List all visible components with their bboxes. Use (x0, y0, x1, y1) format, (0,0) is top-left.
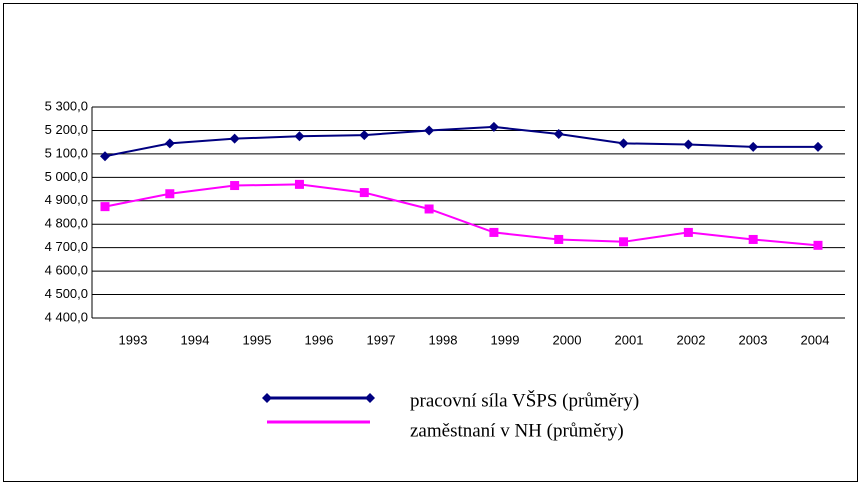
marker (359, 188, 369, 198)
y-tick-label: 5 300,0 (45, 98, 88, 113)
marker (424, 125, 435, 136)
y-tick-label: 5 000,0 (45, 169, 88, 184)
y-tick-label: 4 500,0 (45, 286, 88, 301)
y-tick-label: 5 200,0 (45, 122, 88, 137)
x-tick-label: 1993 (119, 332, 148, 347)
x-tick-label: 1998 (429, 332, 458, 347)
marker (618, 138, 629, 149)
marker (229, 133, 240, 144)
marker (230, 181, 240, 191)
y-tick-label: 4 900,0 (45, 192, 88, 207)
marker (100, 151, 110, 162)
x-tick-label: 2004 (801, 332, 830, 347)
marker (262, 393, 272, 403)
marker (294, 131, 305, 142)
marker (294, 179, 304, 189)
marker (683, 227, 693, 237)
marker (365, 393, 375, 403)
frame (3, 3, 858, 482)
marker (488, 121, 499, 132)
series-line (104, 183, 819, 247)
x-tick-label: 1996 (305, 332, 334, 347)
marker (164, 138, 175, 149)
series-line (104, 125, 818, 158)
y-tick-label: 4 800,0 (45, 216, 88, 231)
x-tick-label: 1994 (181, 332, 210, 347)
x-tick-label: 1999 (491, 332, 520, 347)
marker (748, 234, 758, 244)
x-tick-label: 1997 (367, 332, 396, 347)
marker (619, 237, 629, 247)
x-tick-label: 2002 (677, 332, 706, 347)
y-tick-label: 5 100,0 (45, 145, 88, 160)
marker (489, 227, 499, 237)
marker (813, 240, 823, 250)
x-tick-label: 2001 (615, 332, 644, 347)
marker (359, 130, 370, 141)
marker (165, 189, 175, 199)
x-tick-label: 1995 (243, 332, 272, 347)
x-tick-label: 2000 (553, 332, 582, 347)
marker (683, 139, 694, 150)
marker (554, 234, 564, 244)
y-tick-label: 4 400,0 (45, 309, 88, 324)
marker (748, 141, 759, 152)
marker (553, 128, 564, 139)
y-tick-label: 4 600,0 (45, 263, 88, 278)
x-tick-label: 2003 (739, 332, 768, 347)
marker (100, 202, 110, 212)
marker (424, 204, 434, 214)
marker (813, 141, 823, 152)
legend-label: zaměstnaní v NH (průměry) (410, 420, 624, 441)
y-tick-label: 4 700,0 (45, 239, 88, 254)
legend-label: pracovní síla VŠPS (průměry) (410, 389, 639, 411)
